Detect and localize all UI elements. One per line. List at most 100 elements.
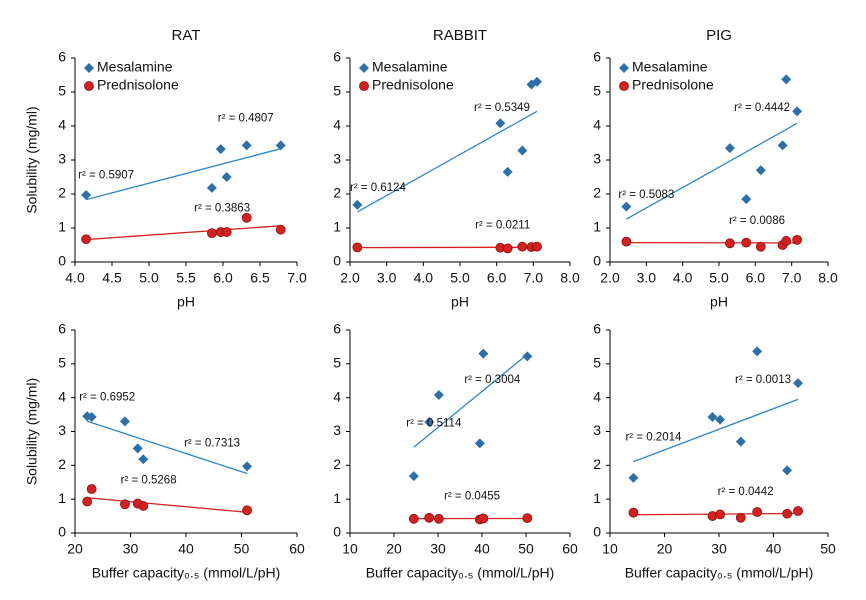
data-point: [138, 501, 149, 511]
x-axis-label: Buffer capacity₀.₅ (mmol/L/pH): [92, 565, 281, 581]
x-tick-label: 7.0: [524, 270, 544, 286]
r-squared-label: r² = 0.3004: [464, 374, 521, 386]
data-point: [782, 465, 793, 476]
y-tick-label: 0: [333, 524, 341, 540]
data-point: [352, 199, 363, 210]
legend-marker: [359, 63, 369, 73]
data-point: [132, 443, 143, 454]
panel: 0 1 2 3 4 5 6 10 20 30 40 50 Buffer capacity₀.₅ (mmo…: [593, 321, 836, 581]
y-axis-label: Solubility (mg/ml): [24, 378, 40, 485]
legend-marker: [619, 63, 629, 73]
r-squared-label: r² = 0.5349: [474, 102, 530, 114]
y-tick-label: 3: [333, 422, 341, 438]
data-point: [752, 507, 763, 517]
y-tick-label: 3: [333, 151, 341, 167]
y-tick-label: 3: [593, 422, 601, 438]
data-point: [781, 236, 792, 246]
data-point: [206, 182, 217, 193]
y-tick-label: 6: [593, 321, 601, 337]
trend-line: [87, 420, 248, 475]
data-point: [81, 190, 92, 201]
legend-marker: [84, 81, 94, 91]
trend-line: [86, 225, 281, 241]
data-point: [241, 212, 252, 223]
y-tick-label: 6: [333, 321, 341, 337]
x-tick-label: 20: [386, 541, 402, 557]
data-point: [206, 228, 217, 239]
y-tick-label: 2: [333, 456, 341, 472]
y-tick-label: 1: [58, 219, 66, 235]
y-tick-label: 1: [593, 490, 601, 506]
y-tick-label: 6: [333, 49, 341, 65]
data-point: [478, 348, 489, 359]
x-tick-label: 30: [711, 541, 727, 557]
r-squared-label: r² = 0.3863: [194, 203, 250, 215]
data-point: [752, 346, 763, 357]
y-tick-label: 5: [593, 83, 601, 99]
data-point: [502, 243, 513, 254]
y-tick-label: 0: [593, 524, 601, 540]
x-tick-label: 3.0: [377, 270, 397, 286]
y-tick-label: 1: [58, 490, 66, 506]
x-tick-label: 2.0: [600, 270, 620, 286]
y-tick-label: 6: [58, 49, 66, 65]
panel: 0 1 2 3 4 5 6 4.0 4.5 5.0 5.5 6.0 6.5 7.0 RAT pH Solubil…: [24, 27, 307, 310]
data-point: [242, 461, 253, 472]
data-point: [755, 241, 766, 252]
data-point: [792, 234, 803, 245]
x-tick-label: 4.5: [102, 270, 122, 286]
y-tick-label: 3: [593, 151, 601, 167]
y-tick-label: 1: [593, 219, 601, 235]
data-point: [408, 471, 419, 482]
x-tick-label: 3.0: [637, 270, 657, 286]
y-tick-label: 0: [58, 253, 66, 269]
data-point: [81, 234, 91, 245]
panel: 0 1 2 3 4 5 6 2.0 3.0 4.0 5.0 6.0 7.0 8.0 RABBIT pH r² =…: [333, 27, 580, 310]
y-tick-label: 1: [333, 490, 341, 506]
y-tick-label: 6: [593, 49, 601, 65]
x-tick-label: 8.0: [818, 270, 838, 286]
r-squared-label: r² = 0.0086: [729, 215, 785, 227]
data-point: [707, 411, 718, 422]
data-point: [725, 238, 735, 249]
data-point: [781, 74, 792, 85]
data-point: [735, 436, 746, 447]
y-tick-label: 0: [593, 253, 601, 269]
data-point: [532, 241, 542, 252]
x-tick-label: 30: [430, 541, 446, 557]
data-point: [782, 508, 793, 519]
y-tick-label: 2: [58, 185, 66, 201]
data-point: [86, 411, 97, 422]
legend-label: Mesalamine: [97, 59, 173, 75]
data-point: [735, 512, 746, 523]
y-tick-label: 6: [58, 321, 66, 337]
y-tick-label: 2: [593, 185, 601, 201]
x-tick-label: 4.0: [65, 270, 85, 286]
data-point: [793, 378, 804, 389]
data-point: [532, 76, 542, 87]
x-tick-label: 10: [602, 541, 618, 557]
r-squared-label: r² = 0.5114: [406, 417, 462, 429]
trend-line: [626, 122, 798, 220]
x-axis-label: Buffer capacity₀.₅ (mmol/L/pH): [366, 565, 555, 581]
data-point: [221, 227, 232, 237]
y-tick-label: 3: [58, 422, 66, 438]
r-squared-label: r² = 0.4442: [734, 102, 790, 114]
legend-label: Mesalamine: [632, 59, 708, 75]
y-tick-label: 5: [58, 83, 66, 99]
x-tick-label: 40: [474, 541, 490, 557]
x-axis-label: pH: [177, 294, 195, 310]
legend-marker: [619, 81, 629, 91]
legend-label: Prednisolone: [97, 77, 179, 93]
trend-line: [633, 398, 799, 463]
trend-line: [87, 497, 248, 513]
legend-marker: [359, 81, 369, 91]
x-tick-label: 6.0: [487, 270, 507, 286]
data-point: [119, 416, 130, 427]
x-tick-label: 4.0: [414, 270, 434, 286]
y-tick-label: 3: [58, 151, 66, 167]
y-tick-label: 4: [593, 117, 601, 133]
data-point: [424, 417, 435, 428]
data-point: [221, 172, 232, 182]
x-axis-label: pH: [710, 294, 728, 310]
